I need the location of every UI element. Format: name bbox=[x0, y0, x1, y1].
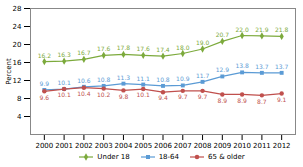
svg-text:4: 4 bbox=[17, 113, 22, 121]
svg-text:2007: 2007 bbox=[174, 142, 192, 150]
svg-text:17.8: 17.8 bbox=[117, 44, 131, 51]
svg-text:9.6: 9.6 bbox=[40, 94, 50, 101]
svg-text:17.4: 17.4 bbox=[156, 46, 170, 53]
svg-text:16: 16 bbox=[13, 59, 22, 67]
svg-text:10.1: 10.1 bbox=[57, 91, 71, 98]
svg-text:2006: 2006 bbox=[154, 142, 172, 150]
svg-text:11.7: 11.7 bbox=[196, 72, 210, 79]
svg-text:2012: 2012 bbox=[273, 142, 291, 150]
svg-text:9.7: 9.7 bbox=[178, 93, 188, 100]
svg-text:20.7: 20.7 bbox=[216, 31, 230, 38]
svg-text:8.9: 8.9 bbox=[218, 97, 228, 104]
svg-text:9.8: 9.8 bbox=[119, 93, 129, 100]
svg-text:2010: 2010 bbox=[233, 142, 251, 150]
svg-text:16.2: 16.2 bbox=[38, 52, 52, 59]
svg-text:28: 28 bbox=[13, 5, 22, 13]
svg-text:22.0: 22.0 bbox=[235, 26, 249, 33]
svg-text:13.7: 13.7 bbox=[255, 63, 269, 70]
svg-text:10.8: 10.8 bbox=[156, 76, 170, 83]
svg-text:8.7: 8.7 bbox=[257, 98, 267, 105]
svg-text:21.8: 21.8 bbox=[275, 26, 289, 33]
svg-text:2011: 2011 bbox=[253, 142, 271, 150]
svg-text:21.9: 21.9 bbox=[255, 26, 269, 33]
svg-text:2009: 2009 bbox=[213, 142, 231, 150]
html-text:Under 18: Under 18 bbox=[97, 153, 130, 161]
svg-text:2004: 2004 bbox=[115, 142, 133, 150]
svg-text:11.3: 11.3 bbox=[117, 74, 131, 81]
svg-text:2005: 2005 bbox=[134, 142, 152, 150]
svg-text:10.8: 10.8 bbox=[97, 76, 111, 83]
svg-text:12: 12 bbox=[13, 77, 22, 85]
svg-text:10.1: 10.1 bbox=[57, 79, 71, 86]
svg-text:9.7: 9.7 bbox=[198, 93, 208, 100]
svg-text:9.4: 9.4 bbox=[158, 94, 168, 101]
svg-text:16.3: 16.3 bbox=[57, 51, 71, 58]
svg-text:9.9: 9.9 bbox=[40, 80, 50, 87]
svg-text:10.6: 10.6 bbox=[77, 77, 91, 84]
svg-text:17.6: 17.6 bbox=[137, 45, 151, 52]
svg-text:16.7: 16.7 bbox=[77, 49, 91, 56]
svg-text:24: 24 bbox=[13, 23, 22, 31]
svg-text:10.4: 10.4 bbox=[77, 90, 91, 97]
svg-text:10.1: 10.1 bbox=[137, 91, 151, 98]
svg-text:13.8: 13.8 bbox=[235, 62, 249, 69]
svg-text:8: 8 bbox=[17, 95, 21, 103]
svg-text:11.1: 11.1 bbox=[137, 75, 151, 82]
svg-text:19.0: 19.0 bbox=[196, 39, 210, 46]
svg-text:8.9: 8.9 bbox=[237, 97, 247, 104]
svg-text:9.1: 9.1 bbox=[277, 96, 287, 103]
svg-text:2001: 2001 bbox=[55, 142, 73, 150]
svg-text:2002: 2002 bbox=[75, 142, 93, 150]
svg-text:13.7: 13.7 bbox=[275, 63, 289, 70]
svg-text:2000: 2000 bbox=[35, 142, 53, 150]
svg-text:12.9: 12.9 bbox=[216, 66, 230, 73]
svg-text:2008: 2008 bbox=[194, 142, 212, 150]
html-text:18-64: 18-64 bbox=[158, 153, 179, 161]
svg-text:2003: 2003 bbox=[95, 142, 113, 150]
html-text:65 & older: 65 & older bbox=[208, 153, 245, 161]
svg-text:Percent: Percent bbox=[5, 58, 13, 85]
svg-text:17.6: 17.6 bbox=[97, 45, 111, 52]
svg-text:18.0: 18.0 bbox=[176, 44, 190, 51]
svg-text:20: 20 bbox=[13, 41, 22, 49]
svg-text:10.9: 10.9 bbox=[176, 75, 190, 82]
svg-text:10.2: 10.2 bbox=[97, 91, 111, 98]
